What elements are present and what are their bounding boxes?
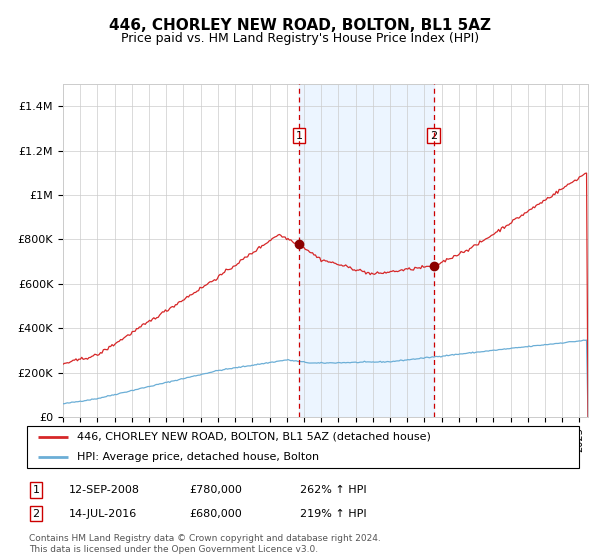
Text: £680,000: £680,000 xyxy=(189,508,242,519)
Text: 446, CHORLEY NEW ROAD, BOLTON, BL1 5AZ: 446, CHORLEY NEW ROAD, BOLTON, BL1 5AZ xyxy=(109,18,491,33)
Text: HPI: Average price, detached house, Bolton: HPI: Average price, detached house, Bolt… xyxy=(77,452,319,462)
Text: 1: 1 xyxy=(32,485,40,495)
Text: 446, CHORLEY NEW ROAD, BOLTON, BL1 5AZ (detached house): 446, CHORLEY NEW ROAD, BOLTON, BL1 5AZ (… xyxy=(77,432,431,442)
Text: Price paid vs. HM Land Registry's House Price Index (HPI): Price paid vs. HM Land Registry's House … xyxy=(121,32,479,45)
Text: Contains HM Land Registry data © Crown copyright and database right 2024.
This d: Contains HM Land Registry data © Crown c… xyxy=(29,534,380,554)
Text: 2: 2 xyxy=(32,508,40,519)
Text: 14-JUL-2016: 14-JUL-2016 xyxy=(69,508,137,519)
Text: 1: 1 xyxy=(295,130,302,141)
Text: 219% ↑ HPI: 219% ↑ HPI xyxy=(300,508,367,519)
Text: 262% ↑ HPI: 262% ↑ HPI xyxy=(300,485,367,495)
Bar xyxy=(299,84,434,417)
Text: 2: 2 xyxy=(430,130,437,141)
Text: £780,000: £780,000 xyxy=(189,485,242,495)
FancyBboxPatch shape xyxy=(27,426,579,468)
Text: 12-SEP-2008: 12-SEP-2008 xyxy=(69,485,140,495)
